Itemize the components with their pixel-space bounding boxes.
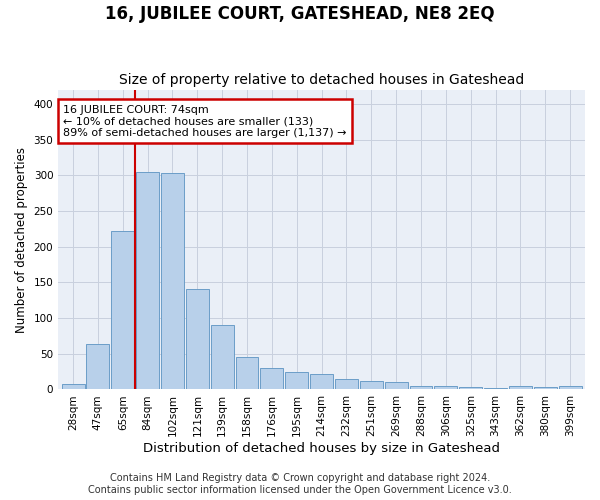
Bar — [335, 378, 358, 390]
Bar — [161, 173, 184, 390]
X-axis label: Distribution of detached houses by size in Gateshead: Distribution of detached houses by size … — [143, 442, 500, 455]
Text: 16, JUBILEE COURT, GATESHEAD, NE8 2EQ: 16, JUBILEE COURT, GATESHEAD, NE8 2EQ — [105, 5, 495, 23]
Bar — [286, 372, 308, 390]
Bar — [310, 374, 333, 390]
Bar — [136, 172, 159, 390]
Bar — [236, 356, 259, 390]
Bar — [509, 386, 532, 390]
Text: Contains HM Land Registry data © Crown copyright and database right 2024.
Contai: Contains HM Land Registry data © Crown c… — [88, 474, 512, 495]
Title: Size of property relative to detached houses in Gateshead: Size of property relative to detached ho… — [119, 73, 524, 87]
Bar — [559, 386, 581, 390]
Bar — [410, 386, 433, 390]
Y-axis label: Number of detached properties: Number of detached properties — [15, 146, 28, 332]
Bar — [385, 382, 407, 390]
Bar — [459, 388, 482, 390]
Text: 16 JUBILEE COURT: 74sqm
← 10% of detached houses are smaller (133)
89% of semi-d: 16 JUBILEE COURT: 74sqm ← 10% of detache… — [64, 104, 347, 138]
Bar — [434, 386, 457, 390]
Bar — [360, 381, 383, 390]
Bar — [186, 289, 209, 390]
Bar — [484, 388, 507, 390]
Bar — [62, 384, 85, 390]
Bar — [260, 368, 283, 390]
Bar — [211, 325, 233, 390]
Bar — [112, 231, 134, 390]
Bar — [86, 344, 109, 390]
Bar — [534, 388, 557, 390]
